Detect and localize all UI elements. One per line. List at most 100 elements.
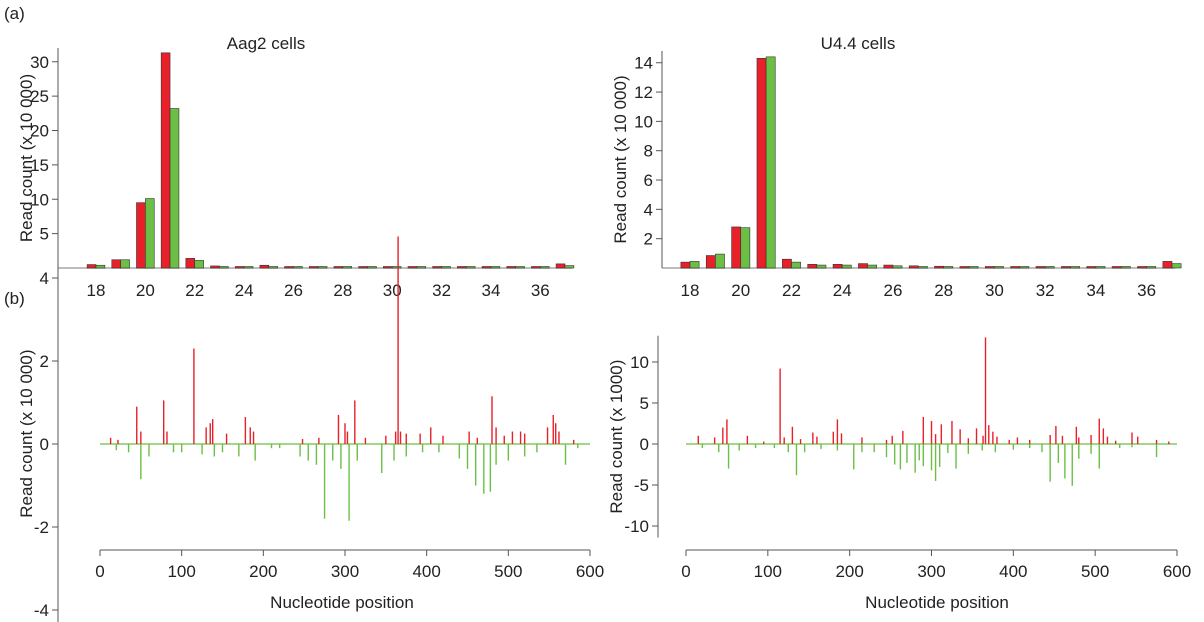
bar [841,264,852,269]
bar [765,56,776,269]
x-tick-label: 300 [331,562,359,581]
bar [832,264,843,269]
y-tick-label: 30 [30,53,49,72]
x-tick-label: 26 [883,281,902,300]
bar [1035,266,1046,269]
bar [740,227,751,269]
bar [358,266,368,269]
bar [959,266,970,269]
y-tick-label: 0 [640,435,649,454]
bar [540,266,550,269]
x-axis-label: Nucleotide position [865,593,1009,612]
bar [968,266,979,269]
bar [807,264,818,269]
x-tick-label: 500 [1081,562,1109,581]
chart-title: Aag2 cells [227,34,305,53]
bar [1086,266,1097,269]
bar [284,266,294,269]
x-tick-label: 0 [95,562,104,581]
x-tick-label: 20 [731,281,750,300]
y-tick-label: 2 [40,352,49,371]
y-tick-label: -4 [34,601,49,620]
bar [169,108,180,269]
x-tick-label: 32 [1036,281,1055,300]
bar [1111,266,1122,269]
bar [555,263,566,269]
x-tick-label: 400 [999,562,1027,581]
bar [715,253,725,269]
x-tick-label: 100 [754,562,782,581]
bar [731,226,742,269]
bar [564,265,575,269]
bar [457,266,467,269]
bar [867,264,878,269]
y-axis-label: Read count (x 10 000) [611,75,630,243]
bar [1019,266,1030,269]
bar [858,263,868,269]
x-tick-label: 400 [412,562,440,581]
x-tick-label: 500 [494,562,522,581]
bar [883,264,894,269]
bar [756,58,767,269]
bar [1137,266,1147,269]
bar [1171,263,1182,269]
bar [1146,266,1157,269]
y-tick-label: 15 [30,156,49,175]
x-tick-label: 36 [1137,281,1156,300]
y-tick-label: 14 [634,54,653,73]
x-tick-label: 30 [383,281,402,300]
x-tick-label: 36 [531,281,550,300]
bar [185,258,196,269]
y-tick-label: 8 [644,142,653,161]
bar [892,265,903,269]
chart-title: U4.4 cells [821,34,896,53]
bar [243,266,254,269]
y-tick-label: 5 [640,394,649,413]
bar [219,266,229,269]
x-tick-label: 28 [934,281,953,300]
bar [1010,266,1021,269]
y-axis-label: Read count (x 1000) [607,360,626,514]
x-tick-label: 18 [87,281,106,300]
x-tick-label: 600 [576,562,604,581]
y-tick-label: 5 [40,225,49,244]
bar [416,266,427,269]
bar [705,255,716,269]
bar [210,265,220,269]
x-tick-label: 34 [1086,281,1105,300]
x-tick-label: 200 [249,562,277,581]
bar [994,266,1004,269]
x-tick-label: 200 [835,562,863,581]
bar [111,259,121,269]
bar [791,261,801,269]
x-tick-label: 24 [235,281,254,300]
y-tick-label: 20 [30,122,49,141]
y-tick-label: 4 [644,200,653,219]
panel-label-a: (a) [4,4,25,23]
y-tick-label: 25 [30,87,49,106]
bar [383,266,393,269]
x-tick-label: 32 [432,281,451,300]
bar [782,258,792,269]
y-tick-label: 10 [634,112,653,131]
bar [1061,266,1071,269]
bar [943,266,954,269]
bar [918,266,928,269]
x-axis-label: Nucleotide position [270,593,414,612]
y-tick-label: -2 [34,518,49,537]
y-axis-label: Read count (x 10 000) [17,74,36,242]
y-tick-label: 12 [634,83,653,102]
bar [95,264,106,269]
bar [1044,266,1055,269]
x-tick-label: 28 [333,281,352,300]
x-tick-label: 30 [985,281,1004,300]
bar [234,266,245,269]
bar [160,52,171,269]
y-axis-label: Read count (x 10 000) [17,350,36,518]
y-tick-label: 2 [644,230,653,249]
bar [432,266,442,269]
x-tick-label: 300 [917,562,945,581]
